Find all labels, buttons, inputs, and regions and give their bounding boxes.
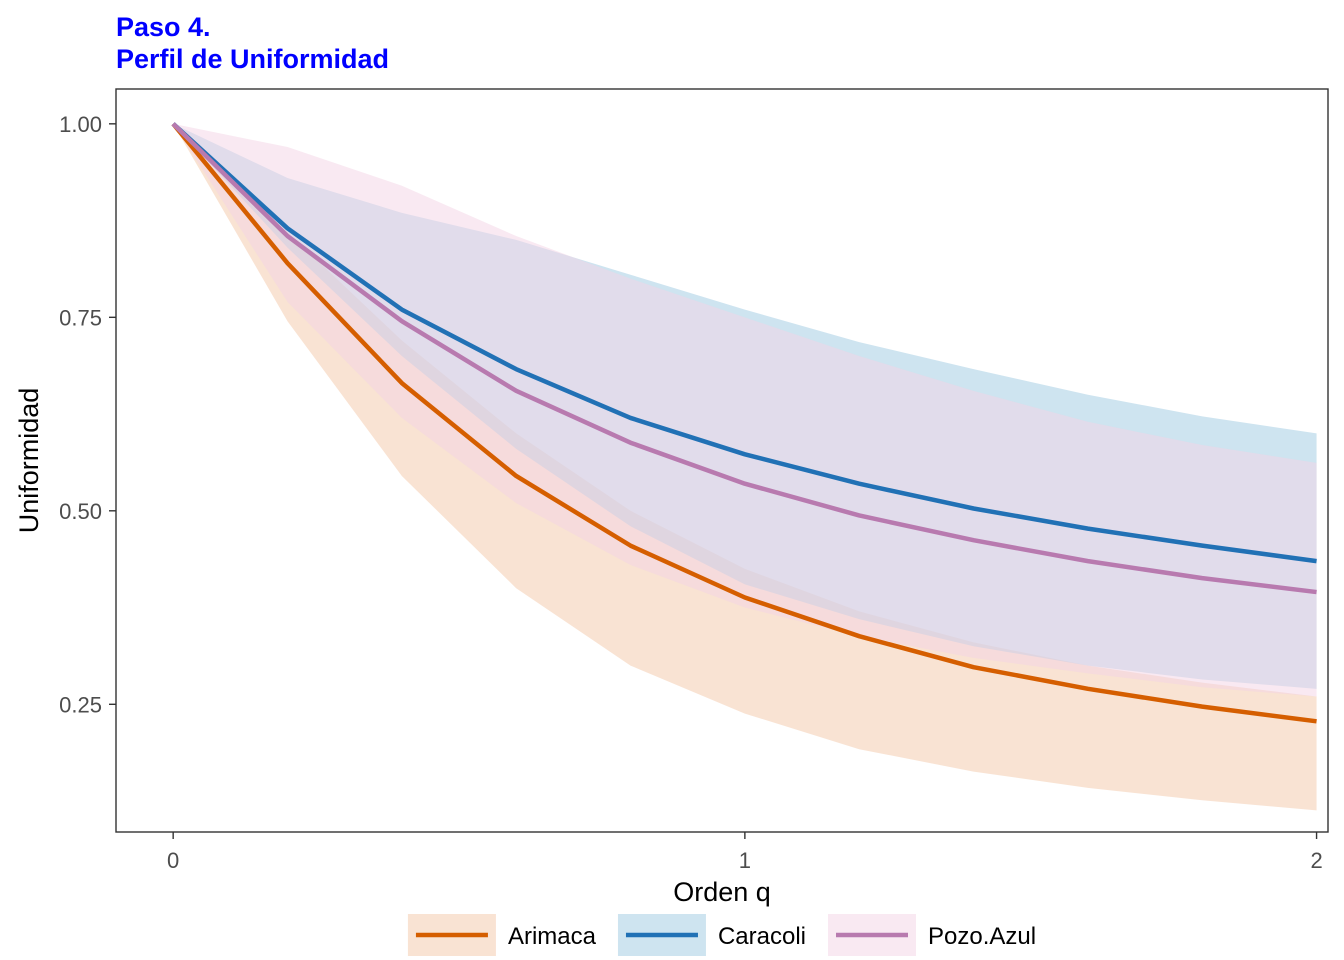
y-tick-label: 1.00 [59, 112, 102, 137]
band-arimaca [173, 123, 1317, 811]
legend-label: Pozo.Azul [928, 923, 1036, 950]
y-tick-label: 0.25 [59, 692, 102, 717]
x-tick-label: 1 [739, 848, 751, 873]
x-axis-title: Orden q [673, 877, 771, 907]
legend-item-caracoli: Caracoli [617, 914, 806, 956]
legend-label: Arimaca [508, 923, 597, 950]
y-axis-ticks: 0.25 0.50 0.75 1.00 [59, 112, 116, 717]
chart-subtitle: Perfil de Uniformidad [116, 44, 389, 74]
legend-label: Caracoli [718, 923, 806, 950]
y-tick-label: 0.75 [59, 305, 102, 330]
legend-item-arimaca: Arimaca [407, 914, 597, 956]
chart-legend: Arimaca Caracoli Pozo.Azul [407, 914, 1036, 956]
x-tick-label: 0 [167, 848, 179, 873]
line-pozo-azul [171, 122, 1317, 595]
y-axis-title: Uniformidad [14, 388, 44, 534]
x-tick-label: 2 [1310, 848, 1322, 873]
band-pozo-azul [173, 123, 1317, 697]
series-lines [171, 122, 1317, 724]
x-axis-ticks: 0 1 2 [167, 832, 1323, 873]
confidence-bands [173, 123, 1317, 811]
y-tick-label: 0.50 [59, 499, 102, 524]
chart-title: Paso 4. [116, 12, 211, 42]
plot-panel-border [115, 88, 1329, 833]
line-caracoli [171, 122, 1317, 564]
line-arimaca [171, 122, 1317, 724]
legend-item-pozo-azul: Pozo.Azul [828, 914, 1036, 956]
